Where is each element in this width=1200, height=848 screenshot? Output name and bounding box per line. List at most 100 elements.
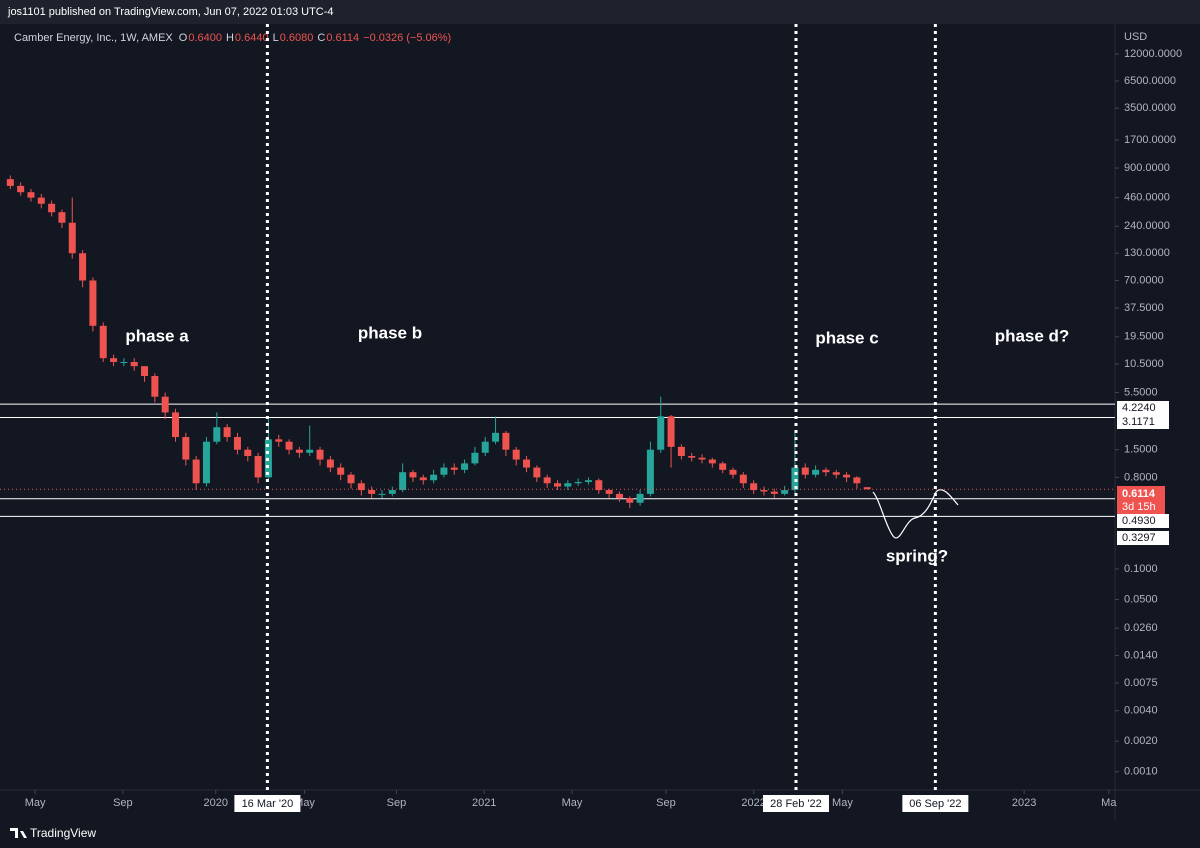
y-tick-label: 1700.0000: [1124, 134, 1176, 146]
candle-body: [378, 493, 386, 495]
candle-body: [110, 358, 118, 362]
annotation: spring?: [886, 546, 948, 565]
candle-body: [192, 459, 200, 484]
y-tick-label: 0.0010: [1124, 766, 1158, 778]
candle-body: [554, 483, 561, 487]
candle-body: [667, 416, 675, 447]
candle-body: [574, 482, 582, 484]
candle-body: [254, 456, 262, 478]
candle-body: [523, 459, 531, 468]
candle-body: [275, 439, 283, 442]
y-tick-label: 0.0075: [1124, 677, 1158, 689]
candle-body: [512, 449, 520, 460]
legend-change: −0.0326 (−5.06%): [363, 32, 451, 44]
footer-text: TradingView: [30, 826, 96, 840]
y-tick-label: 12000.0000: [1124, 48, 1182, 60]
candle-body: [233, 437, 241, 450]
x-tick-label: May: [25, 797, 46, 809]
candle-body: [636, 493, 644, 503]
candle-body: [27, 192, 35, 198]
candle-body: [770, 491, 778, 494]
candle-body: [409, 472, 417, 478]
legend-value: 0.6400: [188, 32, 222, 44]
candle-body: [677, 446, 685, 457]
candle-body: [605, 490, 613, 494]
candle-body: [461, 463, 469, 470]
legend-label: L: [273, 32, 279, 44]
candle-body: [213, 427, 221, 442]
candle-body: [739, 474, 747, 484]
legend-label: H: [226, 32, 234, 44]
candle-body: [130, 361, 138, 367]
candle-body: [492, 432, 500, 442]
candle-body: [729, 469, 737, 475]
candle-body: [316, 449, 324, 460]
y-tick-label: 3500.0000: [1124, 102, 1176, 114]
y-tick-label: 0.0040: [1124, 705, 1158, 717]
candle-body: [17, 185, 25, 193]
y-tick-label: 240.0000: [1124, 220, 1170, 232]
y-tick-label: 0.0260: [1124, 622, 1158, 634]
y-tick-label: 70.0000: [1124, 274, 1164, 286]
candle-body: [326, 459, 334, 468]
level-label-box: [1117, 531, 1169, 545]
candle-body: [244, 449, 252, 457]
candle-body: [481, 441, 489, 453]
forecast-curve: [872, 489, 959, 539]
x-tick-label: 2023: [1012, 797, 1036, 809]
candle-body: [822, 469, 830, 473]
y-tick-label: 0.0140: [1124, 649, 1158, 661]
x-tick-label: 2022: [741, 797, 765, 809]
x-tick-label: Sep: [656, 797, 676, 809]
legend-label: O: [179, 32, 188, 44]
y-tick-label: 0.8000: [1124, 471, 1158, 483]
candle-body: [182, 437, 190, 460]
header-bar: [0, 0, 1200, 24]
candle-body: [543, 477, 551, 484]
x-tick-label: May: [562, 797, 583, 809]
candle-body: [306, 449, 314, 453]
legend: Camber Energy, Inc., 1W, AMEX O 0.6400 H 0.6…: [14, 32, 451, 44]
level-label-box: [1117, 415, 1169, 429]
level-label: 4.2240: [1122, 402, 1156, 414]
x-tick-label: 2021: [472, 797, 496, 809]
y-tick-label: 900.0000: [1124, 162, 1170, 174]
candle-body: [347, 474, 355, 484]
x-tick-label: May: [832, 797, 853, 809]
candle-body: [89, 280, 97, 326]
vertical-marker-box: [762, 795, 829, 812]
level-label: 0.3297: [1122, 532, 1156, 544]
candle-body: [698, 457, 706, 460]
candle-body: [688, 456, 696, 458]
candle-body: [832, 472, 840, 475]
candle-body: [223, 427, 231, 438]
x-tick-label: Sep: [387, 797, 407, 809]
vertical-marker-label: 06 Sep '22: [909, 798, 961, 810]
legend-value: 0.6114: [326, 32, 359, 44]
candle-body: [399, 472, 407, 491]
x-tick-label: Ma: [1101, 797, 1117, 809]
candle-body: [120, 361, 128, 363]
candle-body: [564, 483, 572, 487]
candle-body: [760, 490, 768, 492]
legend-symbol: Camber Energy, Inc., 1W, AMEX: [14, 32, 173, 44]
annotation: phase d?: [995, 326, 1070, 345]
legend-value: 0.6440: [235, 32, 269, 44]
candle-body: [843, 474, 851, 478]
logo-icon: [10, 828, 27, 838]
candle-body: [48, 203, 56, 213]
candle-body: [657, 416, 665, 450]
level-label-box: [1117, 514, 1169, 528]
candle-body: [79, 253, 87, 281]
countdown-label: 3d 15h: [1122, 501, 1156, 513]
candle-body: [37, 197, 45, 204]
legend-label: C: [317, 32, 325, 44]
candle-body: [368, 490, 376, 494]
y-tick-label: 130.0000: [1124, 247, 1170, 259]
candle-body: [99, 325, 107, 359]
candle-body: [295, 449, 303, 453]
candle-body: [357, 483, 365, 491]
level-label: 0.4930: [1122, 515, 1156, 527]
candle-body: [419, 477, 427, 481]
